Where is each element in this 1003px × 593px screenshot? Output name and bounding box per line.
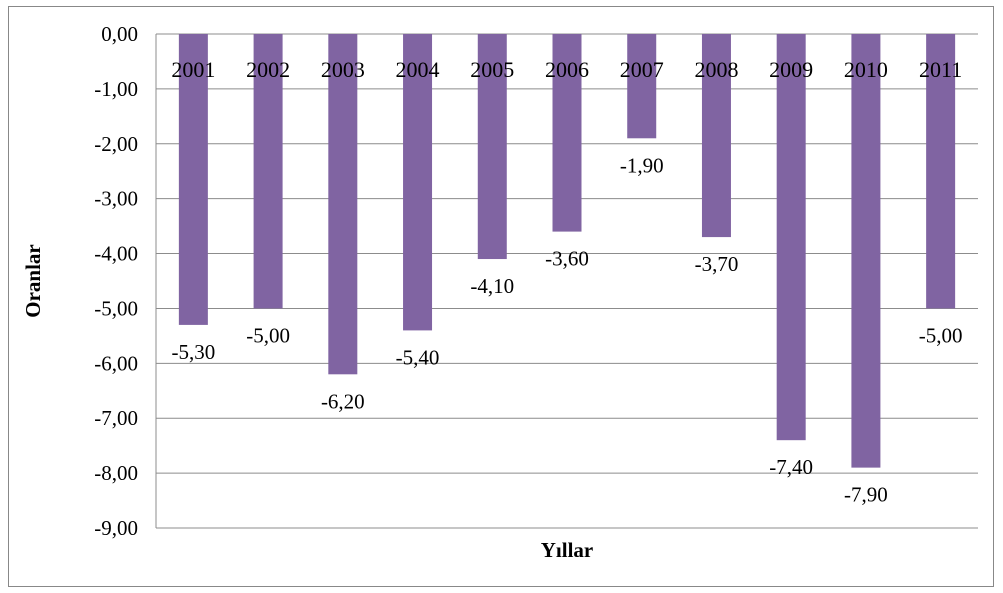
y-tick-label: -5,00 [94,296,138,320]
x-category-label: 2006 [545,57,589,82]
x-category-label: 2009 [769,57,813,82]
data-label: -5,00 [246,323,290,347]
y-tick-label: -6,00 [94,351,138,375]
y-tick-label: 0,00 [101,22,138,46]
y-tick-label: -1,00 [94,77,138,101]
grid-lines [155,33,978,529]
x-category-label: 2011 [919,57,962,82]
bars [178,34,956,468]
bar [776,34,806,441]
bar [253,34,283,309]
data-label: -7,40 [769,455,813,479]
x-category-label: 2008 [694,57,738,82]
y-tick-label: -7,00 [94,406,138,430]
x-axis-title: Yıllar [541,538,594,562]
x-category-label: 2003 [321,57,365,82]
y-tick-label: -3,00 [94,187,138,211]
bar [178,34,208,325]
data-label: -5,00 [919,323,963,347]
x-category-label: 2002 [246,57,290,82]
data-label: -5,30 [171,340,215,364]
bar [851,34,881,468]
bar [477,34,507,260]
bar [701,34,731,238]
y-tick-label: -2,00 [94,132,138,156]
data-label: -7,90 [844,483,888,507]
data-label: -1,90 [620,153,664,177]
data-labels: -5,30 -5,00 -6,20 -5,40 -4,10 -3,60 -1,90 -3,70… [171,153,962,506]
data-label: -6,20 [321,389,365,413]
x-category-label: 2001 [171,57,215,82]
data-label: -4,10 [470,274,514,298]
y-axis-title: Oranlar [21,244,45,318]
x-category-label: 2007 [620,57,664,82]
y-tick-label: -4,00 [94,242,138,266]
y-tick-label: -8,00 [94,461,138,485]
bar [926,34,956,309]
y-tick-label: -9,00 [94,516,138,540]
x-category-label: 2004 [396,57,440,82]
y-axis-tick-labels: 0,00 -1,00 -2,00 -3,00 -4,00 -5,00 -6,00 -7,00 -… [94,22,138,540]
bar [328,34,358,375]
x-category-label: 2005 [470,57,514,82]
data-label: -5,40 [396,345,440,369]
bar [552,34,582,232]
data-label: -3,60 [545,247,589,271]
x-axis-category-labels: 2001 2002 2003 2004 2005 2006 2007 2008 2009 2010… [171,57,962,82]
x-category-label: 2010 [844,57,888,82]
data-label: -3,70 [695,252,739,276]
bar [627,34,657,139]
bar [403,34,433,331]
